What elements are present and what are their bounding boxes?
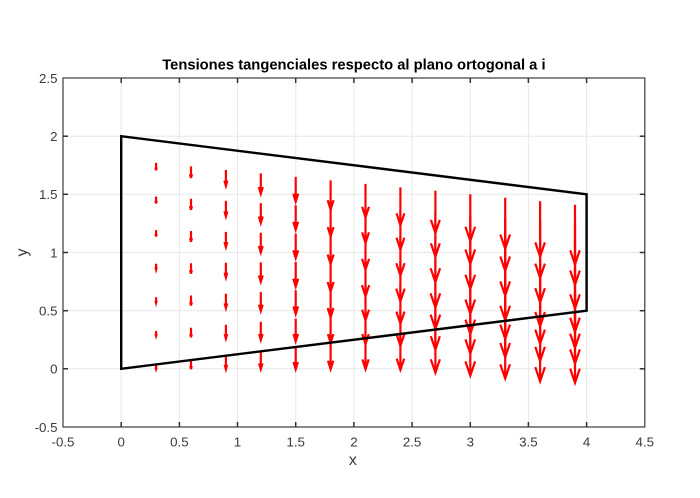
svg-text:4: 4 — [583, 435, 590, 450]
svg-text:x: x — [349, 452, 357, 469]
svg-text:Tensiones tangenciales respect: Tensiones tangenciales respecto al plano… — [162, 58, 545, 74]
svg-text:3: 3 — [467, 435, 474, 450]
svg-text:1: 1 — [50, 245, 57, 260]
svg-text:-0.5: -0.5 — [52, 435, 75, 450]
svg-text:1: 1 — [234, 435, 241, 450]
svg-text:0.5: 0.5 — [39, 304, 58, 319]
svg-text:0: 0 — [117, 435, 124, 450]
svg-text:2.5: 2.5 — [39, 71, 58, 86]
svg-text:0.5: 0.5 — [170, 435, 189, 450]
svg-text:y: y — [14, 249, 31, 257]
svg-text:2.5: 2.5 — [403, 435, 422, 450]
svg-text:2: 2 — [50, 129, 57, 144]
svg-text:3.5: 3.5 — [519, 435, 538, 450]
svg-text:1.5: 1.5 — [39, 187, 58, 202]
svg-text:2: 2 — [350, 435, 357, 450]
svg-text:-0.5: -0.5 — [35, 420, 58, 435]
svg-text:0: 0 — [50, 362, 57, 377]
svg-text:4.5: 4.5 — [636, 435, 655, 450]
svg-text:1.5: 1.5 — [286, 435, 305, 450]
